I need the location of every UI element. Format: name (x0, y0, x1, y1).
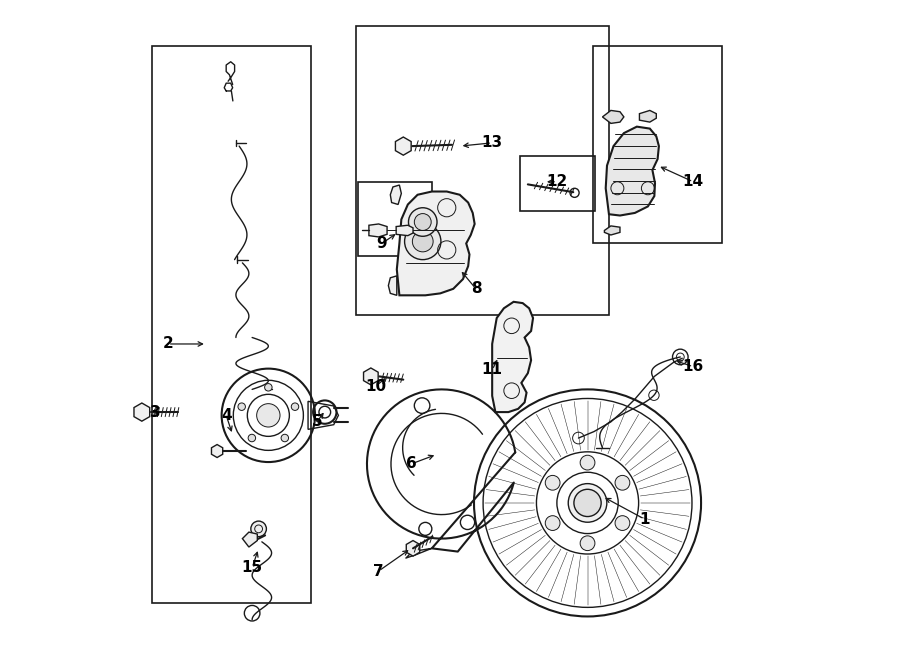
Text: 4: 4 (220, 408, 231, 423)
Bar (358, 182, 433, 256)
Circle shape (265, 383, 272, 391)
Polygon shape (396, 225, 413, 236)
Text: 15: 15 (241, 560, 263, 575)
Circle shape (281, 434, 289, 442)
Circle shape (580, 455, 595, 470)
Bar (520, 156, 595, 211)
Circle shape (405, 223, 441, 260)
Circle shape (615, 475, 630, 490)
Circle shape (238, 403, 246, 410)
Polygon shape (389, 276, 397, 295)
Circle shape (568, 484, 607, 522)
Polygon shape (242, 532, 257, 547)
Polygon shape (391, 185, 401, 205)
Polygon shape (134, 403, 149, 421)
Circle shape (545, 516, 560, 530)
Text: 2: 2 (162, 336, 173, 352)
Text: 7: 7 (374, 563, 384, 579)
Text: 12: 12 (546, 174, 568, 189)
Polygon shape (212, 445, 222, 457)
Circle shape (580, 536, 595, 551)
Text: 5: 5 (311, 414, 322, 430)
Text: 6: 6 (406, 457, 417, 471)
Circle shape (615, 516, 630, 530)
Polygon shape (395, 137, 411, 155)
Text: 9: 9 (376, 236, 387, 251)
Circle shape (251, 521, 266, 537)
Text: 8: 8 (471, 281, 482, 297)
Text: 10: 10 (364, 379, 386, 394)
Polygon shape (364, 368, 378, 385)
Polygon shape (639, 111, 656, 122)
Circle shape (545, 475, 560, 490)
Text: 3: 3 (149, 404, 160, 420)
Bar (356, 26, 609, 315)
Circle shape (412, 231, 433, 252)
Text: 1: 1 (639, 512, 650, 527)
Circle shape (248, 434, 256, 442)
Bar (151, 46, 310, 604)
Text: 14: 14 (683, 174, 704, 189)
Polygon shape (605, 226, 620, 235)
Text: 11: 11 (482, 362, 503, 377)
Polygon shape (406, 541, 419, 556)
Text: 16: 16 (683, 359, 704, 374)
Circle shape (574, 489, 601, 516)
Circle shape (414, 214, 431, 230)
Bar (593, 46, 723, 244)
Polygon shape (492, 302, 533, 412)
Circle shape (409, 208, 437, 236)
Text: 13: 13 (482, 135, 503, 150)
Polygon shape (602, 111, 624, 123)
Circle shape (256, 404, 280, 427)
Polygon shape (369, 224, 387, 237)
Circle shape (292, 403, 299, 410)
Polygon shape (606, 126, 659, 216)
Polygon shape (397, 191, 474, 295)
